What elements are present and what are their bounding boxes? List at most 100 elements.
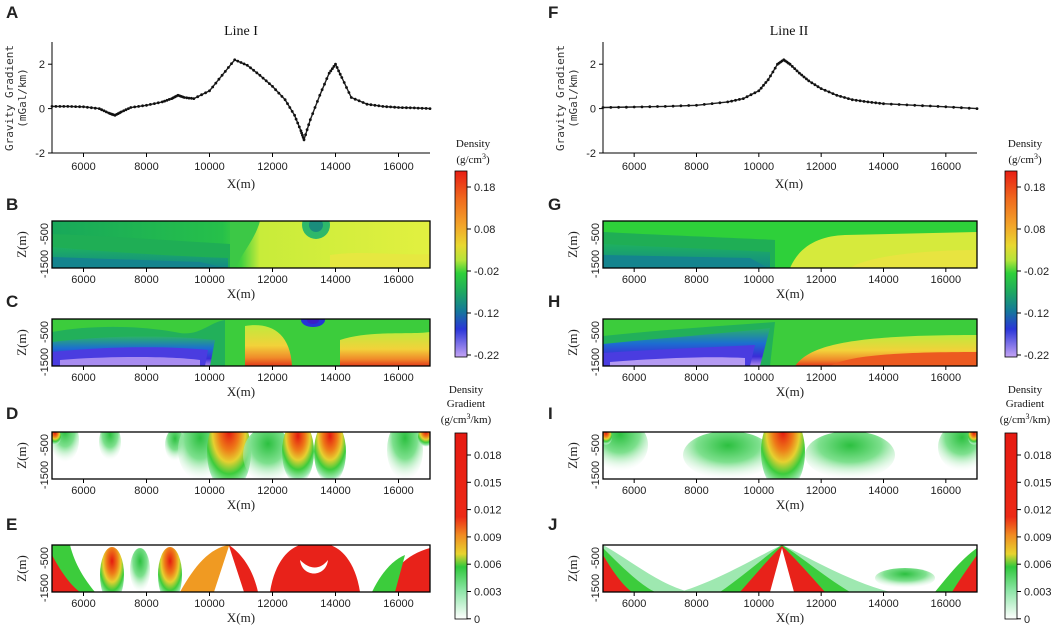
data-point bbox=[192, 97, 196, 100]
series-line-A bbox=[52, 58, 431, 142]
data-point bbox=[878, 101, 881, 105]
data-point bbox=[93, 106, 97, 110]
data-point bbox=[802, 75, 806, 79]
data-point bbox=[405, 106, 408, 110]
z-tick-label: -1500 bbox=[39, 461, 51, 489]
data-point bbox=[305, 128, 309, 132]
data-point bbox=[227, 66, 230, 69]
x-tick-label: 6000 bbox=[622, 372, 646, 384]
x-axis-label: X(m) bbox=[776, 384, 804, 399]
x-tick-label: 16000 bbox=[931, 598, 962, 610]
colorbar-title-line2: Gradient bbox=[447, 398, 485, 410]
data-point bbox=[365, 102, 369, 106]
data-point bbox=[230, 62, 233, 65]
x-axis-label: X(m) bbox=[227, 610, 255, 625]
z-tick-label: -500 bbox=[590, 434, 602, 456]
data-point bbox=[78, 105, 81, 109]
colorbar-density-left: Density (g/cm3) 0.18 0.08 -0.02 -0.12 -0.22 bbox=[454, 138, 499, 362]
panel-letter-D: D bbox=[6, 404, 18, 423]
data-point bbox=[236, 59, 240, 63]
z-axis-label: Z(m) bbox=[14, 555, 29, 582]
data-point bbox=[214, 81, 218, 85]
x-tick-label: 16000 bbox=[931, 485, 962, 497]
z-tick-label: -500 bbox=[590, 547, 602, 569]
x-tick-label: 16000 bbox=[383, 485, 414, 497]
data-point bbox=[373, 103, 377, 107]
data-point bbox=[268, 82, 271, 85]
data-point bbox=[632, 105, 636, 109]
data-point bbox=[308, 118, 312, 122]
data-point bbox=[889, 102, 893, 106]
data-point bbox=[304, 133, 307, 137]
x-tick-label: 10000 bbox=[194, 598, 225, 610]
panel-letter-G: G bbox=[548, 195, 561, 214]
data-point bbox=[252, 68, 256, 72]
data-point bbox=[124, 108, 128, 112]
colorbar-tick-label: 0.08 bbox=[1024, 224, 1045, 236]
data-point bbox=[126, 107, 130, 110]
data-point bbox=[54, 105, 58, 108]
colorbar-tick-label: 0.018 bbox=[1024, 450, 1052, 462]
data-point bbox=[408, 106, 412, 110]
colorbar-title-line2: Gradient bbox=[1006, 398, 1044, 410]
data-point bbox=[810, 81, 814, 85]
data-point bbox=[361, 101, 365, 104]
data-point bbox=[337, 69, 340, 73]
x-tick-label: 16000 bbox=[383, 598, 414, 610]
colorbar-title-line1: Density bbox=[1008, 384, 1043, 396]
x-tick-label: 10000 bbox=[194, 372, 225, 384]
x-tick-label: 6000 bbox=[71, 485, 95, 497]
colorbar-tick-label: 0.003 bbox=[1024, 587, 1052, 599]
data-point bbox=[734, 98, 737, 102]
x-tick-label: 12000 bbox=[806, 485, 837, 497]
colorbar-tick-label: 0.003 bbox=[474, 587, 502, 599]
z-tick-label: -1500 bbox=[39, 250, 51, 278]
data-point bbox=[385, 105, 389, 109]
data-point bbox=[759, 86, 763, 90]
heatmap-axes: -500 -1500 Z(m) 6000 8000 10000 12000 14000 1600… bbox=[14, 223, 961, 625]
data-point bbox=[208, 89, 211, 93]
colorbar-density-right: Density (g/cm3) 0.18 0.08 -0.02 -0.12 -0.22 bbox=[1004, 138, 1049, 362]
x-tick-label: 6000 bbox=[622, 274, 646, 286]
data-point bbox=[66, 105, 70, 108]
x-tick-label: 6000 bbox=[71, 274, 95, 286]
x-tick-label: 12000 bbox=[806, 161, 837, 173]
x-tick-label: 12000 bbox=[806, 372, 837, 384]
colorbar-tick-label: 0.18 bbox=[474, 182, 495, 194]
panel-letter-C: C bbox=[6, 292, 18, 311]
x-tick-label: 16000 bbox=[383, 161, 414, 173]
data-point bbox=[745, 95, 749, 99]
colorbar-tick-label: 0.08 bbox=[474, 224, 495, 236]
panel-letter-H: H bbox=[548, 292, 560, 311]
x-axis-label: X(m) bbox=[776, 497, 804, 512]
data-point bbox=[149, 103, 152, 106]
data-point bbox=[301, 133, 304, 137]
x-tick-label: 8000 bbox=[684, 598, 708, 610]
colorbar-gradient-right: Density Gradient (g/cm3/km) 0.018 0.015 0.… bbox=[1000, 384, 1052, 626]
y-tick-label: -2 bbox=[586, 148, 596, 160]
data-point bbox=[349, 96, 353, 99]
y-label-A-line1: Gravity Gradient bbox=[3, 45, 16, 151]
data-point bbox=[82, 105, 85, 109]
panel-letter-E: E bbox=[6, 515, 17, 534]
data-point bbox=[90, 106, 93, 110]
data-point bbox=[921, 104, 924, 108]
data-point bbox=[764, 81, 768, 84]
data-point bbox=[773, 66, 777, 70]
colorbar-unit: (g/cm3/km) bbox=[441, 412, 492, 426]
x-label-F: X(m) bbox=[775, 176, 803, 191]
z-axis-label: Z(m) bbox=[14, 329, 29, 356]
data-point bbox=[347, 91, 351, 94]
z-axis-label: Z(m) bbox=[14, 442, 29, 469]
data-point bbox=[769, 74, 772, 78]
data-point bbox=[261, 76, 265, 80]
data-point bbox=[200, 93, 204, 97]
x-tick-label: 6000 bbox=[71, 372, 95, 384]
data-point bbox=[288, 106, 292, 109]
z-axis-label: Z(m) bbox=[565, 555, 580, 582]
data-point bbox=[249, 66, 252, 70]
data-point bbox=[182, 96, 186, 99]
x-tick-label: 12000 bbox=[257, 274, 288, 286]
data-point bbox=[936, 105, 940, 108]
data-point bbox=[255, 71, 259, 75]
